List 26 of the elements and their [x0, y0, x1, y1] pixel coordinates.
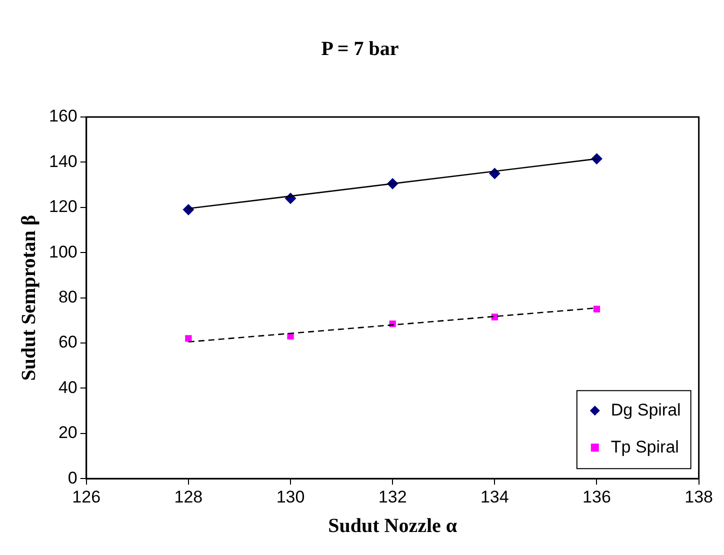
- legend-label: Tp Spiral: [610, 437, 679, 456]
- x-tick-label: 136: [582, 487, 611, 506]
- point: [185, 335, 192, 342]
- y-tick-label: 120: [48, 197, 78, 216]
- point: [287, 332, 294, 340]
- point: [182, 204, 194, 216]
- chart-title: P = 7 bar: [321, 38, 399, 60]
- x-tick-label: 126: [72, 487, 101, 506]
- y-tick-label: 0: [68, 468, 78, 488]
- point: [491, 314, 498, 320]
- y-tick-label: 160: [48, 106, 78, 126]
- y-tick-label: 80: [58, 287, 78, 306]
- x-tick-label: 132: [378, 487, 407, 506]
- x-tick-label: 134: [480, 487, 509, 506]
- point: [593, 306, 600, 312]
- y-axis-title: Sudut Semprotan β: [18, 214, 40, 381]
- y-tick-label: 100: [48, 242, 78, 262]
- y-tick-label: 140: [48, 152, 78, 171]
- y-tick-label: 20: [58, 423, 78, 442]
- x-tick-label: 128: [174, 487, 203, 506]
- x-axis-title: Sudut Nozzle α: [328, 515, 458, 538]
- y-tick-label: 40: [58, 378, 78, 397]
- legend-label: Dg Spiral: [610, 400, 681, 420]
- x-tick-label: 138: [684, 487, 714, 506]
- y-tick-label: 60: [58, 332, 78, 352]
- x-tick-label: 130: [276, 487, 305, 506]
